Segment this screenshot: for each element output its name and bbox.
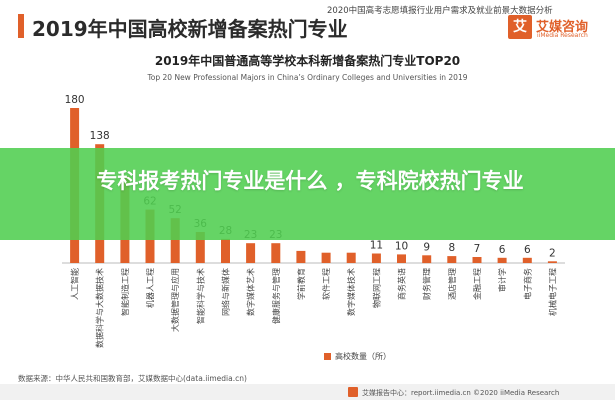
category-label-10: 学前教育 <box>296 268 306 300</box>
bar-15 <box>422 255 432 264</box>
footer-report-line: 艾媒报告中心：report.iimedia.cn ©2020 iiMedia R… <box>362 389 560 397</box>
legend-swatch <box>324 353 331 360</box>
chart-legend: 高校数量（所） <box>324 351 391 362</box>
overlay-banner-text: 专科报考热门专业是什么 ，专科院校热门专业 <box>96 169 524 193</box>
bar-6 <box>195 232 205 263</box>
bar-12 <box>346 252 356 263</box>
category-label-3: 智能制造工程 <box>120 268 130 316</box>
chart-subtitle: Top 20 New Professional Majors in China’… <box>147 73 468 82</box>
value-label-16: 8 <box>448 242 455 254</box>
footer-logo-icon <box>348 387 358 397</box>
category-label-19: 电子商务 <box>522 268 532 300</box>
bar-8 <box>246 243 256 263</box>
value-label-15: 9 <box>423 241 430 253</box>
bar-14 <box>397 254 406 263</box>
value-label-17: 7 <box>474 243 481 255</box>
bar-17 <box>472 257 482 263</box>
category-label-1: 人工智能 <box>70 268 80 300</box>
category-label-14: 商务英语 <box>397 268 407 300</box>
category-label-12: 数字媒体技术 <box>346 268 356 316</box>
footer-bar <box>0 384 615 400</box>
value-label-18: 6 <box>499 244 506 256</box>
value-label-14: 10 <box>395 240 408 252</box>
bar-11 <box>321 252 331 263</box>
report-header: 2019年中国高校新增备案热门专业 2020中国高考志愿填报行业用户需求及就业前… <box>0 0 615 41</box>
category-label-6: 智能科学与技术 <box>195 268 205 324</box>
value-label-20: 2 <box>549 247 556 259</box>
category-label-2: 数据科学与大数据技术 <box>95 268 105 348</box>
title-accent-bar <box>18 14 24 38</box>
value-label-19: 6 <box>524 244 531 256</box>
category-label-7: 网络与新媒体 <box>221 268 231 316</box>
value-label-13: 11 <box>370 240 383 252</box>
category-label-18: 审计学 <box>497 268 507 292</box>
value-label-1: 180 <box>65 94 85 106</box>
category-label-9: 健康服务与管理 <box>271 268 281 324</box>
overlay-banner <box>0 148 615 240</box>
category-label-5: 大数据管理与应用 <box>170 268 180 332</box>
category-label-17: 金融工程 <box>472 268 482 300</box>
report-note: 2020中国高考志愿填报行业用户需求及就业前景大数据分析 <box>327 6 553 16</box>
category-label-16: 酒店管理 <box>447 268 457 300</box>
category-label-8: 数字媒体艺术 <box>246 268 256 316</box>
chart-title: 2019年中国普通高等学校本科新增备案热门专业TOP20 <box>154 54 461 68</box>
category-label-4: 机器人工程 <box>145 268 155 308</box>
bar-16 <box>447 256 457 263</box>
category-label-11: 软件工程 <box>321 268 331 300</box>
bar-18 <box>497 257 507 263</box>
legend-label: 高校数量（所） <box>335 352 391 361</box>
bar-5 <box>170 218 180 263</box>
brand-logo-icon: 艾 <box>508 15 532 39</box>
value-label-2: 138 <box>90 130 110 142</box>
bar-10 <box>296 250 306 263</box>
data-source: 数据来源：中华人民共和国教育部，艾媒数据中心(data.iimedia.cn) <box>18 374 247 383</box>
bar-19 <box>522 257 532 263</box>
category-label-20: 机械电子工程 <box>547 268 557 316</box>
bar-7 <box>221 238 230 263</box>
page-title: 2019年中国高校新增备案热门专业 <box>32 17 348 41</box>
brand-name: 艾媒咨询 <box>536 20 589 35</box>
bar-20 <box>547 261 557 263</box>
bar-9 <box>271 243 281 263</box>
category-label-15: 财务管理 <box>422 268 432 300</box>
bar-13 <box>371 253 381 263</box>
category-label-13: 物联网工程 <box>371 268 381 308</box>
brand-subtitle: iiMedia Research <box>537 32 588 39</box>
